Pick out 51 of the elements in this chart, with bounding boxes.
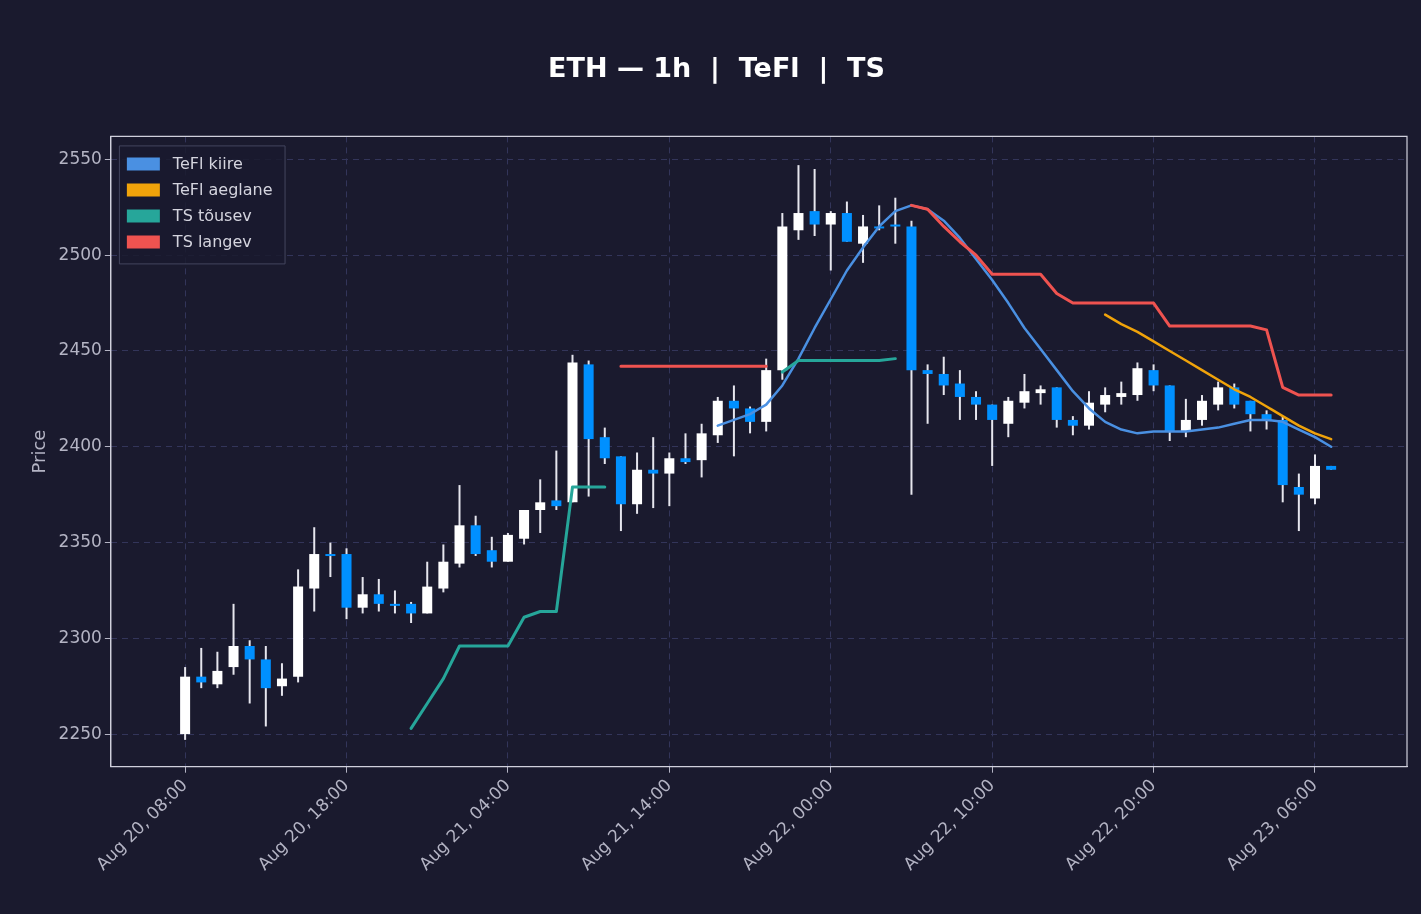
candlestick (325, 541, 336, 579)
candlestick (244, 639, 255, 705)
candlestick (987, 403, 998, 467)
candlestick (954, 369, 965, 421)
candlestick (276, 662, 287, 697)
candlestick (535, 478, 546, 534)
candlestick (1197, 394, 1208, 427)
candlestick (809, 167, 820, 238)
candlestick (373, 577, 384, 613)
candlestick (212, 650, 223, 690)
candlestick (551, 449, 562, 511)
candlestick (1019, 372, 1030, 410)
candlestick (890, 196, 901, 245)
candlestick (486, 535, 497, 569)
candlestick (1035, 384, 1046, 406)
candlestick (793, 164, 804, 241)
candlestick (1067, 415, 1078, 437)
y-tick-label: 2550 (58, 147, 102, 168)
candlestick (680, 432, 691, 465)
candlestick (1213, 380, 1224, 412)
candlestick (1293, 472, 1304, 533)
candlestick (1245, 399, 1256, 433)
y-tick-label: 2400 (58, 435, 102, 456)
candlestick (728, 384, 739, 458)
candlestick (1003, 395, 1014, 439)
candlestick (1116, 380, 1127, 406)
candlestick (858, 213, 869, 264)
candlestick (938, 355, 949, 397)
candlestick (648, 436, 659, 510)
candlestick (922, 363, 933, 425)
candlestick (971, 390, 982, 421)
legend-label: TeFl kiire (171, 153, 243, 173)
y-tick-label: 2500 (58, 243, 102, 264)
legend-label: TS langev (171, 231, 252, 251)
candlestick (357, 576, 368, 615)
candlestick (825, 210, 836, 272)
candlestick (599, 426, 610, 465)
y-tick-label: 2300 (58, 626, 102, 647)
y-tick-label: 2450 (58, 339, 102, 360)
y-tick-label: 2250 (58, 722, 102, 743)
y-axis-title: Price (28, 429, 50, 474)
candlestick (228, 602, 239, 676)
candlestick (1148, 363, 1159, 393)
candlestick (406, 600, 417, 625)
legend-label: TeFl aeglane (171, 179, 273, 199)
y-tick-label: 2350 (58, 530, 102, 551)
legend-label: TS tõusev (171, 205, 252, 225)
candlestick (664, 451, 675, 508)
chart-title: ETH — 1h | TeFl | TS (548, 52, 885, 85)
candlestick (1100, 386, 1111, 414)
candlestick (389, 589, 400, 615)
